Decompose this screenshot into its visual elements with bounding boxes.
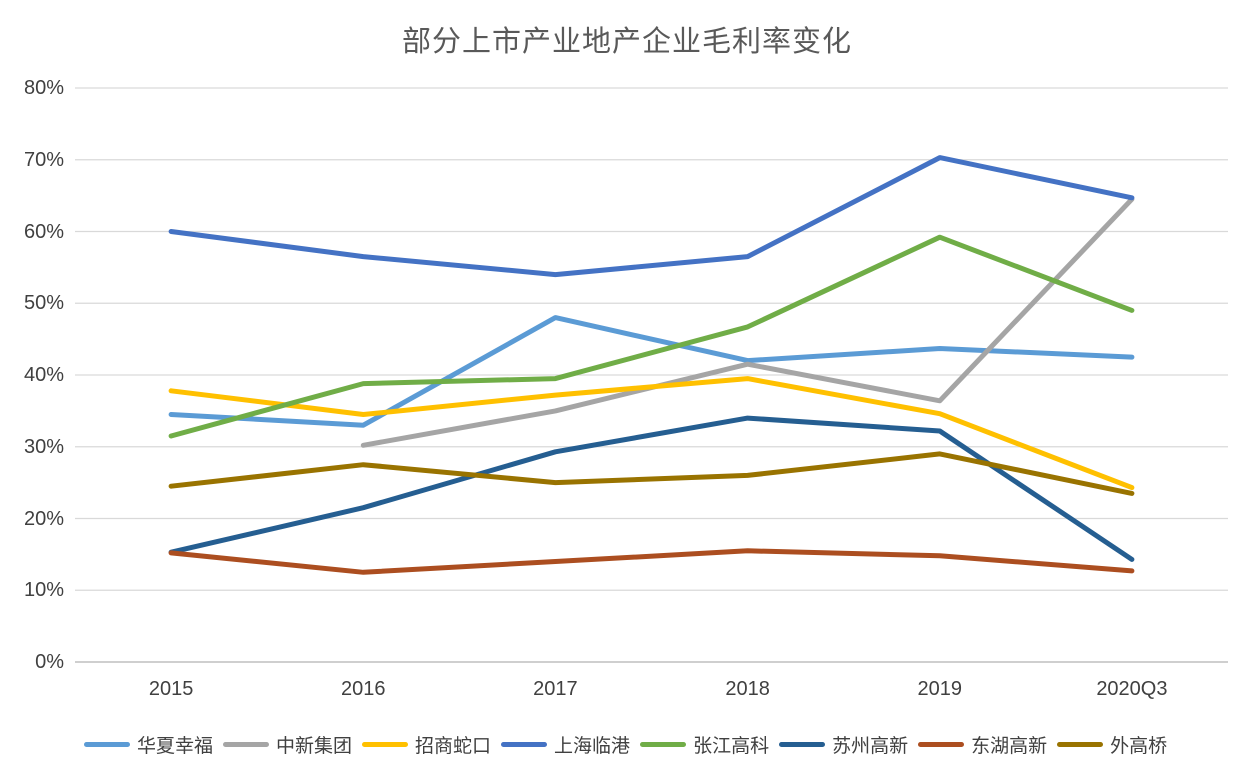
y-tick-label: 70% [23, 148, 64, 171]
y-tick-label: 20% [23, 507, 64, 530]
legend-swatch-icon [362, 742, 409, 747]
legend-label: 东湖高新 [971, 736, 1048, 757]
legend-label: 张江高科 [693, 736, 770, 757]
series-line-3 [168, 155, 1135, 278]
x-tick-label: 2016 [341, 678, 386, 700]
x-tick-label: 2018 [725, 678, 770, 700]
series-line-4 [168, 234, 1135, 439]
legend-swatch-icon [84, 742, 130, 747]
y-tick-label: 50% [23, 292, 64, 315]
legend-item-4: 张江高科 [640, 731, 769, 758]
y-tick-label: 0% [35, 651, 64, 673]
x-tick-label: 2015 [148, 678, 194, 700]
legend-label: 中新集团 [276, 736, 353, 757]
x-tick-label: 2017 [533, 678, 578, 700]
legend: 华夏幸福 中新集团 招商蛇口 上海临港 张江高科 苏州高新 东湖高新 外高桥 [84, 731, 1177, 758]
legend-swatch-icon [918, 742, 965, 747]
legend-item-2: 招商蛇口 [362, 731, 491, 758]
series-line-1 [360, 196, 1135, 448]
x-tick-label: 2020Q3 [1096, 678, 1168, 700]
legend-swatch-icon [223, 742, 270, 747]
legend-swatch-icon [501, 742, 548, 747]
legend-item-1: 中新集团 [223, 731, 352, 758]
legend-swatch-icon [779, 742, 826, 747]
legend-item-0: 华夏幸福 [84, 731, 213, 758]
legend-label: 外高桥 [1110, 736, 1168, 757]
legend-item-7: 外高桥 [1057, 731, 1167, 758]
legend-item-5: 苏州高新 [779, 731, 908, 758]
legend-item-6: 东湖高新 [918, 731, 1047, 758]
legend-item-3: 上海临港 [501, 731, 630, 758]
y-tick-label: 80% [23, 77, 64, 99]
legend-label: 招商蛇口 [415, 736, 492, 757]
series-line-5 [168, 415, 1135, 562]
series-line-6 [168, 548, 1135, 575]
legend-swatch-icon [640, 742, 687, 747]
chart-title: 部分上市产业地产企业毛利率变化 [401, 26, 852, 58]
y-tick-label: 10% [23, 579, 64, 602]
y-tick-label: 60% [23, 220, 64, 243]
legend-swatch-icon [1057, 742, 1104, 747]
x-tick-label: 2019 [917, 678, 963, 700]
legend-label: 苏州高新 [832, 736, 909, 757]
legend-label: 上海临港 [554, 736, 631, 757]
series-line-0 [168, 315, 1135, 428]
y-tick-label: 30% [23, 435, 64, 458]
legend-label: 华夏幸福 [137, 736, 214, 757]
series-line-2 [168, 376, 1135, 491]
series-line-7 [168, 451, 1135, 496]
y-tick-label: 40% [23, 364, 64, 386]
